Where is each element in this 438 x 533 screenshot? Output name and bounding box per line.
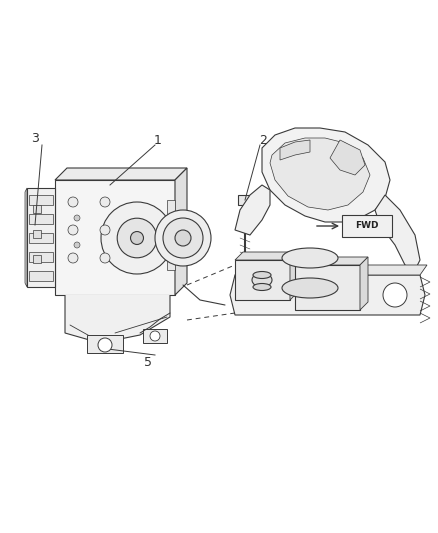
Polygon shape <box>235 265 427 275</box>
Polygon shape <box>282 258 338 288</box>
Bar <box>238 195 252 205</box>
Text: FWD: FWD <box>355 222 379 230</box>
Circle shape <box>155 210 211 266</box>
Bar <box>235 260 290 300</box>
Polygon shape <box>55 168 187 180</box>
Circle shape <box>101 202 173 274</box>
Bar <box>55 180 175 295</box>
Polygon shape <box>262 128 390 222</box>
Circle shape <box>68 225 78 235</box>
Polygon shape <box>270 138 370 210</box>
Polygon shape <box>360 257 368 310</box>
Bar <box>29 195 53 205</box>
Bar <box>29 252 53 262</box>
Bar <box>342 215 392 237</box>
Circle shape <box>100 197 110 207</box>
Circle shape <box>74 242 80 248</box>
Bar <box>33 255 41 263</box>
Bar <box>33 205 41 213</box>
Circle shape <box>74 215 80 221</box>
Ellipse shape <box>253 284 271 290</box>
Text: 5: 5 <box>144 356 152 368</box>
Ellipse shape <box>252 273 272 287</box>
Bar <box>87 335 123 353</box>
Polygon shape <box>290 252 298 300</box>
Ellipse shape <box>282 278 338 298</box>
Polygon shape <box>25 188 27 287</box>
Text: 2: 2 <box>259 133 267 147</box>
Circle shape <box>383 283 407 307</box>
Circle shape <box>68 197 78 207</box>
Circle shape <box>150 331 160 341</box>
Polygon shape <box>175 168 187 295</box>
Circle shape <box>175 230 191 246</box>
Bar <box>295 265 360 310</box>
Text: 3: 3 <box>31 132 39 144</box>
Ellipse shape <box>253 271 271 279</box>
Bar <box>29 271 53 281</box>
Text: 1: 1 <box>154 133 162 147</box>
Polygon shape <box>235 252 298 260</box>
Circle shape <box>100 253 110 263</box>
Bar <box>33 230 41 238</box>
Polygon shape <box>330 140 365 175</box>
Bar <box>143 329 167 343</box>
Polygon shape <box>65 295 170 343</box>
Ellipse shape <box>282 248 338 268</box>
Polygon shape <box>295 257 368 265</box>
Bar <box>29 214 53 224</box>
Circle shape <box>117 218 157 258</box>
Polygon shape <box>235 185 270 235</box>
Circle shape <box>68 253 78 263</box>
Polygon shape <box>280 140 310 160</box>
Polygon shape <box>167 200 175 270</box>
Polygon shape <box>230 275 425 315</box>
Circle shape <box>131 231 144 245</box>
Circle shape <box>163 218 203 258</box>
Polygon shape <box>375 195 420 270</box>
Bar <box>29 233 53 243</box>
Bar <box>253 275 271 287</box>
Polygon shape <box>27 188 55 287</box>
Circle shape <box>98 338 112 352</box>
Circle shape <box>100 225 110 235</box>
